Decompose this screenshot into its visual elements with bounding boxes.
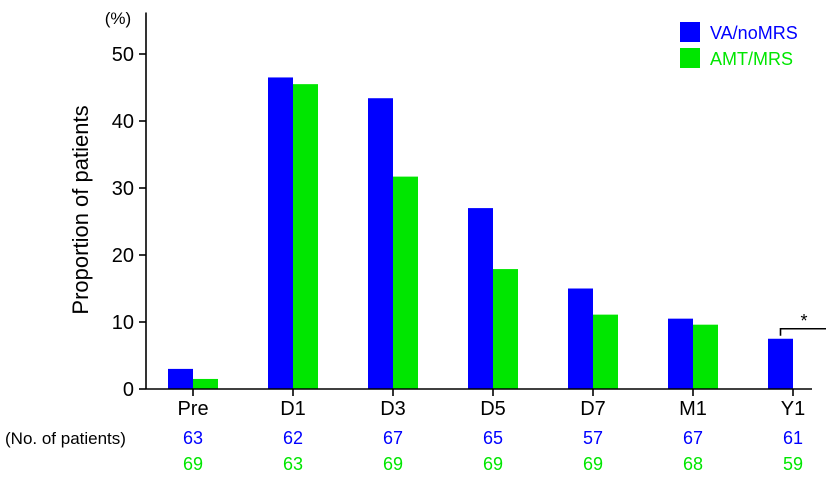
y-unit-label: (%) [105,9,131,28]
bar-amt-mrs-d7 [593,314,618,389]
y-axis: 0 10 20 30 40 50 [112,12,147,401]
x-tick-label: D1 [280,398,306,420]
bar-va-nomrs-d3 [368,98,393,389]
legend-swatch-va-nomrs [680,22,700,42]
bar-va-nomrs-y1 [768,338,793,389]
bar-va-nomrs-m1 [668,318,693,389]
x-tick-label: D5 [480,398,506,420]
patient-count: 67 [683,428,703,448]
patient-count: 69 [383,454,403,474]
patient-count: 61 [783,428,803,448]
bar-va-nomrs-d7 [568,288,593,389]
x-tick-label: D3 [380,398,406,420]
patient-count: 63 [183,428,203,448]
patient-count-label: (No. of patients) [5,429,126,448]
legend-label: AMT/MRS [710,49,793,69]
bar-amt-mrs-d3 [393,176,418,389]
x-axis: Pre D1 D3 D5 D7 M1 Y1 [146,388,812,420]
patient-counts: 63 62 67 65 57 67 61 69 63 69 69 69 68 59 [183,428,803,474]
patient-count: 63 [283,454,303,474]
y-tick-label: 20 [112,245,134,267]
legend-label: VA/noMRS [710,23,798,43]
significance-asterisk: * [800,311,807,331]
x-tick-label: Pre [177,398,208,420]
patient-count: 67 [383,428,403,448]
legend: VA/noMRS AMT/MRS [680,22,798,69]
significance-bracket [779,327,826,336]
legend-swatch-amt-mrs [680,48,700,68]
y-tick-label: 30 [112,178,134,200]
y-tick-label: 0 [123,379,134,401]
y-tick-label: 10 [112,312,134,334]
patient-count: 69 [183,454,203,474]
patient-count: 65 [483,428,503,448]
patient-count: 69 [483,454,503,474]
x-tick-label: D7 [580,398,606,420]
bar-amt-mrs-m1 [693,324,718,389]
patient-count: 59 [783,454,803,474]
x-tick-label: M1 [679,398,707,420]
bar-amt-mrs-pre [193,378,218,389]
bar-amt-mrs-d1 [293,84,318,390]
y-tick-label: 50 [112,44,134,66]
patient-count: 69 [583,454,603,474]
patient-count: 62 [283,428,303,448]
x-tick-label: Y1 [781,398,805,420]
y-tick-label: 40 [112,111,134,133]
bar-va-nomrs-d1 [268,77,293,389]
bar-va-nomrs-d5 [468,208,493,389]
patient-count: 68 [683,454,703,474]
patient-count: 57 [583,428,603,448]
bars [168,77,793,390]
y-axis-title: Proportion of patients [68,105,93,314]
bar-va-nomrs-pre [168,368,193,389]
bar-amt-mrs-d5 [493,269,518,389]
significance-annotation: * [779,311,826,336]
